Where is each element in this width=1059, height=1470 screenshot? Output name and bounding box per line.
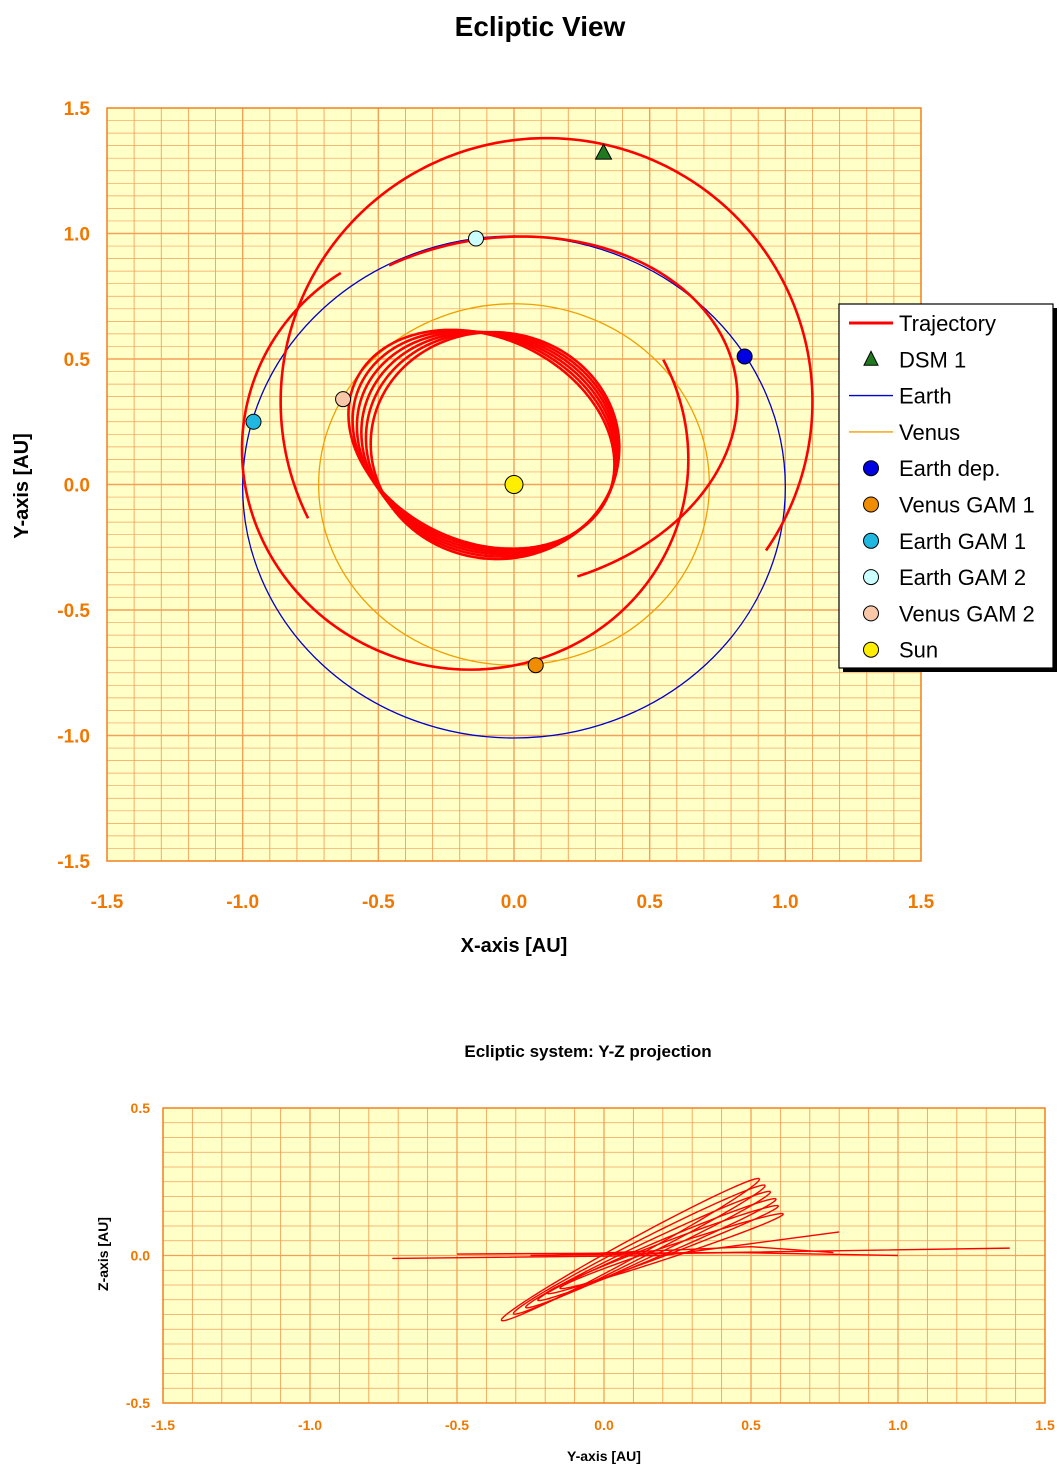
x-tick-label: -1.0 [226, 892, 259, 913]
trajectory-line [360, 330, 620, 556]
legend-swatch-earth-gam-2 [863, 569, 879, 586]
x-axis-label: Y-axis [AU] [567, 1448, 641, 1464]
legend-swatch-dsm-1 [863, 350, 879, 366]
trajectory-line [279, 136, 814, 552]
x-tick-label: -1.5 [91, 892, 124, 913]
x-tick-labels: -1.5 -1.0 -0.5 0.0 0.5 1.0 1.5 [91, 892, 935, 913]
x-tick-label: -0.5 [362, 892, 395, 913]
legend-label-dsm-1: DSM 1 [899, 347, 966, 372]
y-tick-label: 1.5 [64, 99, 91, 120]
x-tick-label: 0.5 [741, 1417, 761, 1433]
y-axis-label: Y-axis [AU] [11, 433, 33, 539]
venus-gam-1-marker [527, 657, 544, 674]
legend-label-venus-gam-1: Venus GAM 1 [899, 493, 1035, 518]
x-tick-label: 1.0 [888, 1417, 908, 1433]
legend-swatch-venus-gam-2 [863, 605, 879, 622]
plot-border [162, 1107, 1046, 1404]
event-markers [245, 143, 753, 674]
chart-title: Ecliptic View [455, 11, 626, 42]
legend-label-trajectory: Trajectory [899, 311, 996, 336]
x-tick-label: 1.5 [908, 892, 935, 913]
ecliptic-view-chart: Ecliptic View -1.5 -1.0 -0.5 0.0 0.5 1.0 1.5 1… [11, 11, 1057, 957]
legend-label-venus-gam-2: Venus GAM 2 [899, 601, 1035, 626]
legend-swatch-earth-gam-1 [863, 532, 879, 549]
y-tick-label: -0.5 [126, 1395, 150, 1411]
legend: Trajectory DSM 1 Earth Venus Earth dep. Venus… [838, 303, 1057, 672]
dsm-1-marker [594, 143, 613, 160]
earth-gam-2-marker [468, 230, 485, 247]
trajectory-line [364, 330, 620, 558]
chart-title: Ecliptic system: Y-Z projection [464, 1042, 711, 1061]
trajectory-line [559, 1212, 784, 1290]
legend-swatch-earth-dep- [863, 460, 879, 477]
y-tick-label: 1.0 [64, 225, 90, 246]
y-tick-label: 0.5 [64, 350, 91, 371]
x-tick-label: 0.5 [636, 892, 663, 913]
trajectory-line [545, 1245, 834, 1257]
x-tick-label: -0.5 [445, 1417, 469, 1433]
legend-swatch-sun [863, 641, 879, 658]
y-tick-labels: 0.5 0.0 -0.5 [126, 1100, 150, 1411]
trajectory-line [392, 1231, 840, 1260]
legend-label-earth-gam-1: Earth GAM 1 [899, 529, 1026, 554]
x-tick-label: 1.5 [1035, 1417, 1055, 1433]
y-tick-label: 0.0 [131, 1248, 151, 1264]
legend-label-earth: Earth [899, 384, 952, 409]
x-tick-labels: -1.5 -1.0 -0.5 0.0 0.5 1.0 1.5 [151, 1417, 1055, 1433]
y-tick-label: -1.0 [57, 727, 90, 748]
trajectory-line [530, 1251, 899, 1257]
y-tick-label: 0.0 [64, 476, 90, 497]
sun-marker [504, 475, 524, 494]
trajectory [240, 136, 814, 671]
trajectory-line [351, 329, 617, 552]
y-axis-label: Z-axis [AU] [95, 1217, 111, 1291]
earth-gam-1-marker [245, 413, 262, 430]
trajectory-line [512, 1184, 766, 1315]
yz-projection-chart: Ecliptic system: Y-Z projection -1.5 -1.0… [95, 1042, 1055, 1464]
legend-label-venus: Venus [899, 420, 960, 445]
trajectory-line [355, 330, 619, 554]
legend-label-earth-gam-2: Earth GAM 2 [899, 565, 1026, 590]
trajectory-line [500, 1177, 761, 1322]
venus-gam-2-marker [335, 391, 352, 408]
legend-label-sun: Sun [899, 638, 938, 663]
x-tick-label: -1.5 [151, 1417, 175, 1433]
trajectory-line [347, 328, 616, 551]
y-tick-label: -0.5 [57, 601, 90, 622]
trajectory [392, 1177, 1010, 1322]
x-tick-label: 0.0 [594, 1417, 614, 1433]
y-tick-label: 0.5 [131, 1100, 151, 1116]
trajectory-line [369, 330, 621, 561]
x-axis-label: X-axis [AU] [461, 935, 568, 957]
trajectory-line [546, 1204, 780, 1295]
earth-dep--marker [736, 348, 753, 365]
y-tick-labels: 1.5 1.0 0.5 0.0 -0.5 -1.0 -1.5 [57, 99, 90, 873]
y-tick-label: -1.5 [57, 852, 90, 873]
trajectory-line [388, 235, 739, 578]
x-tick-label: 0.0 [501, 892, 527, 913]
legend-swatch-venus-gam-1 [863, 496, 879, 513]
trajectory-line [525, 1190, 772, 1309]
legend-label-earth-dep-: Earth dep. [899, 456, 1001, 481]
x-tick-label: 1.0 [772, 892, 798, 913]
x-tick-label: -1.0 [298, 1417, 322, 1433]
